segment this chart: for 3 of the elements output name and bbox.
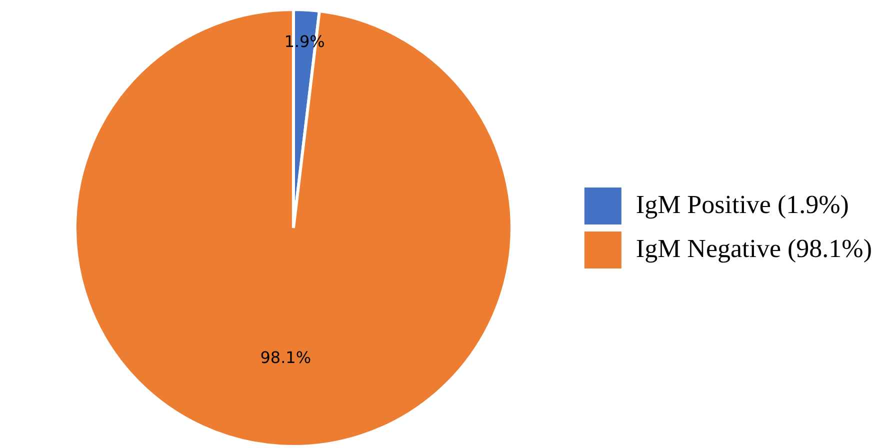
legend-label: IgM Positive (1.9%) [636,190,849,219]
data-label: 98.1% [260,348,312,368]
legend-label: IgM Negative (98.1%) [636,234,872,263]
